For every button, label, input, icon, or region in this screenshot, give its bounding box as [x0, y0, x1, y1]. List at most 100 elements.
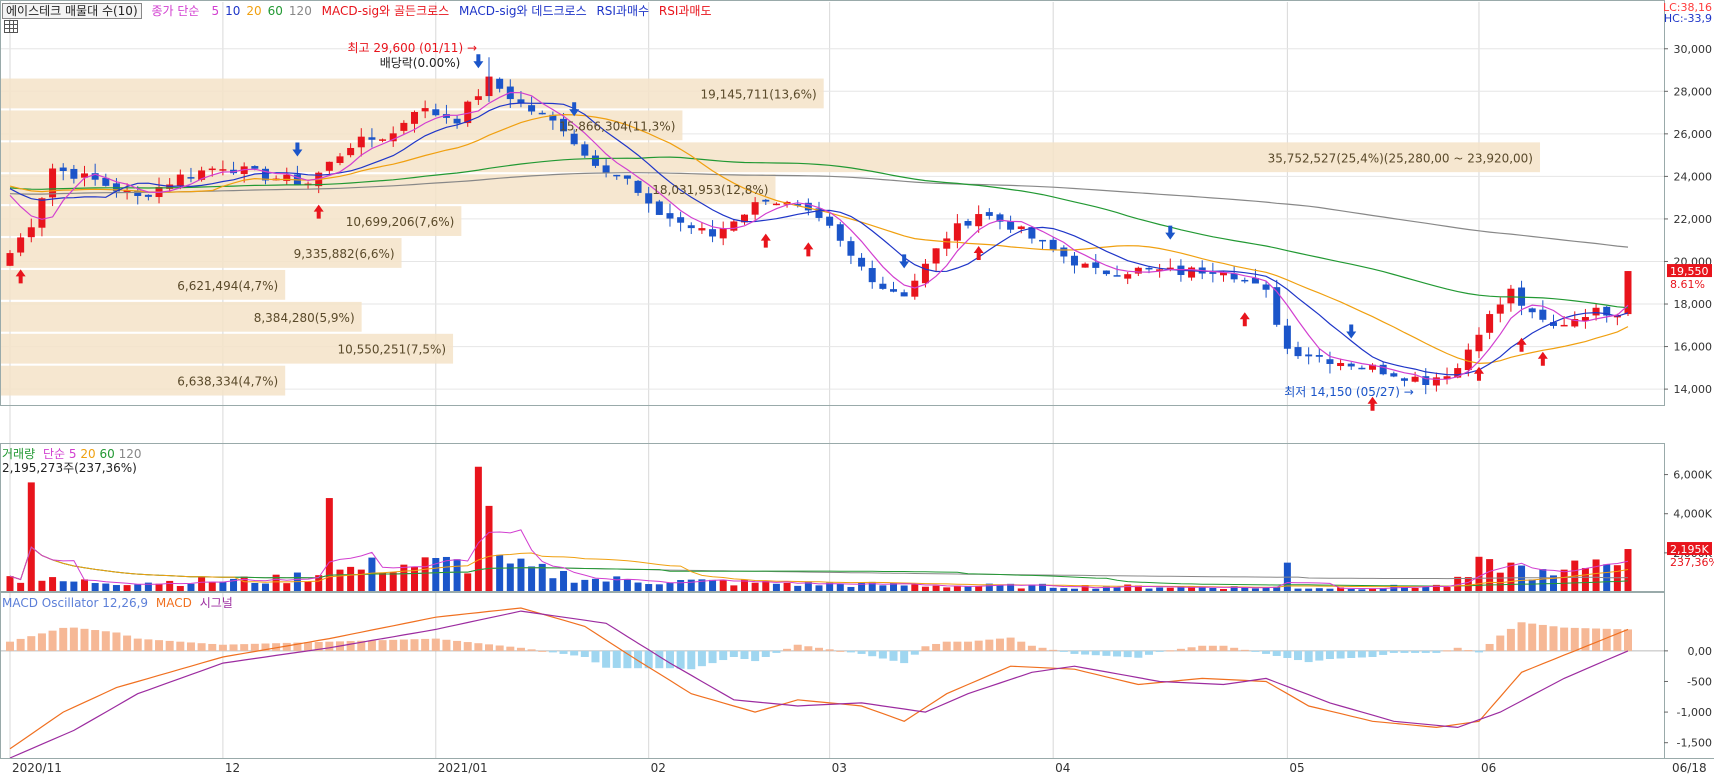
macd-osc-bar	[133, 638, 142, 651]
price-tick-label: 16,000	[1674, 341, 1713, 354]
macd-osc-bar	[16, 638, 25, 651]
candle-body	[1156, 269, 1164, 271]
macd-osc-bar	[1283, 650, 1292, 658]
macd-osc-bar	[144, 639, 153, 651]
candle-body	[1443, 376, 1451, 380]
volume-bar	[144, 582, 152, 592]
macd-osc-bar	[101, 631, 110, 651]
macd-legend-label: MACD	[155, 596, 192, 610]
candle-body	[1273, 287, 1281, 325]
volume-bar	[634, 582, 642, 592]
rsi-oversold-arrow	[1473, 366, 1484, 381]
volume-profile-label: 18,031,953(12,8%)	[652, 183, 768, 197]
macd-osc-bar	[1357, 650, 1366, 658]
candle-body	[740, 214, 748, 223]
macd-osc-bar	[1017, 641, 1026, 651]
volume-bar	[506, 563, 514, 592]
macd-osc-bar	[857, 650, 866, 654]
volume-bar	[134, 584, 142, 592]
lc-label: LC:38,16	[1662, 1, 1712, 14]
candle-body	[49, 168, 57, 198]
macd-osc-bar	[995, 638, 1004, 651]
volume-bar	[1060, 588, 1068, 592]
candle-body	[347, 147, 355, 156]
candle-body	[975, 214, 983, 227]
macd-osc-bar	[399, 639, 408, 651]
macd-tick-label: -1,000	[1677, 706, 1712, 719]
signal-golden-cross: MACD-sig와 골든크로스	[321, 4, 450, 18]
ma10-line	[9, 102, 1629, 376]
candle-body	[198, 170, 206, 180]
candle-body	[772, 203, 780, 206]
volume-bar	[442, 556, 450, 592]
dividend-label: 배당락(0.00%)	[380, 56, 461, 70]
volume-bar	[1262, 587, 1270, 592]
volume-bar	[166, 580, 174, 592]
volume-bar	[1581, 567, 1589, 592]
candle-body	[1507, 288, 1515, 304]
candle-body	[932, 248, 940, 264]
candle-body	[1347, 363, 1355, 367]
volume-bar	[943, 587, 951, 592]
candle-body	[623, 175, 631, 179]
candle-body	[1251, 277, 1259, 284]
volume-bar	[315, 575, 323, 592]
macd-osc-bar	[367, 640, 376, 651]
rsi-oversold-arrow	[15, 269, 26, 284]
hc-label: HC:-33,9	[1663, 12, 1712, 25]
volume-bar	[198, 576, 206, 592]
candle-body	[815, 208, 823, 218]
volume-bar	[1464, 577, 1472, 592]
macd-osc-bar	[527, 649, 536, 651]
macd-osc-bar	[1187, 647, 1196, 651]
high-label: 최고 29,600 (01/11) →	[347, 41, 477, 55]
macd-osc-bar	[1368, 650, 1377, 657]
volume-profile-bar	[1, 110, 683, 141]
candle-body	[1337, 362, 1345, 367]
volume-bar	[804, 581, 812, 592]
macd-osc-bar	[1570, 627, 1579, 651]
x-tick-label: 2021/01	[438, 761, 488, 775]
volume-bar	[1539, 569, 1547, 592]
volume-bar	[1007, 583, 1015, 592]
volume-bar	[230, 578, 238, 592]
candle-body	[1560, 324, 1568, 327]
candle-body	[868, 268, 876, 283]
macd-osc-bar	[69, 627, 78, 651]
ma10-legend: 10	[225, 4, 241, 18]
candle-body	[1624, 271, 1632, 315]
macd-osc-bar	[1517, 622, 1526, 651]
volume-bar	[709, 579, 717, 592]
volume-bar	[1624, 549, 1632, 592]
rsi-overbought-arrow	[1165, 225, 1176, 240]
volume-bar	[17, 582, 25, 592]
volume-bar	[38, 580, 46, 592]
macd-osc-bar	[1059, 650, 1068, 652]
candle-body	[1305, 354, 1313, 357]
volume-bar	[911, 584, 919, 592]
macd-osc-bar	[985, 639, 994, 651]
volume-bar	[1113, 587, 1121, 592]
candle-body	[1262, 284, 1270, 290]
stock-name[interactable]: 에이스테크 매물대 수(10)	[2, 3, 142, 19]
candle-body	[879, 283, 887, 289]
macd-osc-bar	[6, 641, 14, 651]
macd-osc-bar	[783, 648, 792, 651]
volume-bar	[1400, 586, 1408, 592]
volume-bar	[1507, 562, 1515, 592]
candle-body	[687, 225, 695, 229]
rsi-overbought-arrow	[569, 102, 580, 117]
ma20-legend: 20	[246, 4, 262, 18]
volume-bar	[81, 579, 89, 592]
ma60-legend: 60	[267, 4, 283, 18]
volume-bar	[1220, 589, 1227, 592]
macd-panel-frame	[0, 592, 1665, 759]
macd-osc-bar	[165, 640, 174, 651]
macd-osc-bar	[580, 650, 589, 657]
grid-icon[interactable]	[4, 20, 18, 33]
volume-bar	[719, 580, 727, 592]
volume-legend-label: 단순	[42, 447, 66, 461]
macd-osc-bar	[282, 642, 291, 651]
candle-body	[81, 173, 89, 178]
